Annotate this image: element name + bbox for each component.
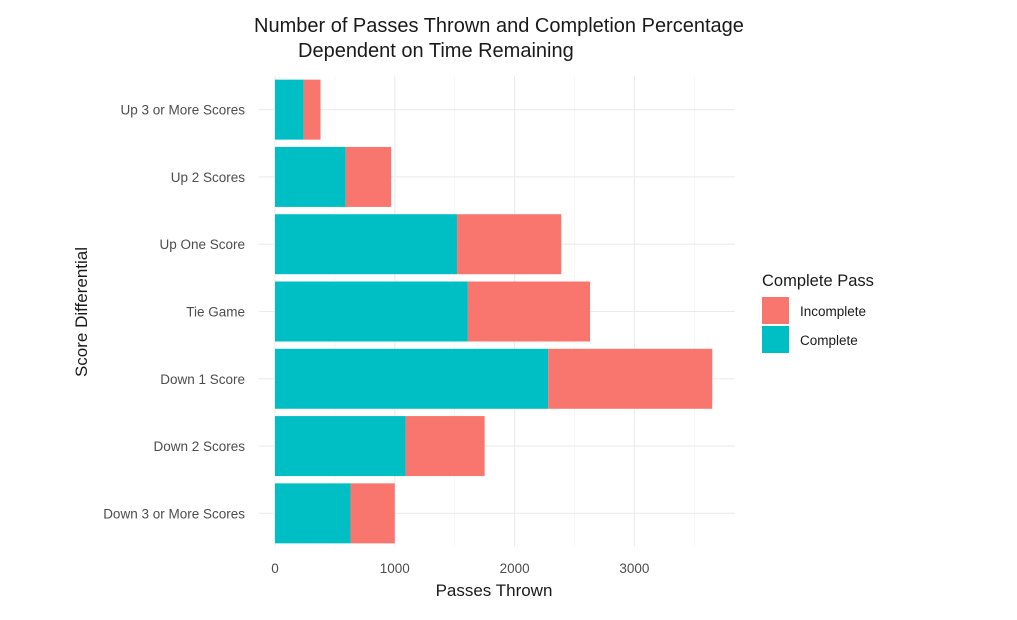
bar-complete-6: [275, 416, 406, 477]
chart-title-line-1: Number of Passes Thrown and Completion P…: [254, 15, 744, 37]
bar-incomplete-4: [467, 281, 591, 342]
legend-key-incomplete: [762, 297, 789, 324]
y-tick-label: Tie Game: [186, 305, 245, 320]
y-tick-label: Down 2 Scores: [153, 439, 245, 454]
y-tick-label: Up 3 or More Scores: [120, 103, 245, 118]
bar-incomplete-3: [457, 214, 562, 275]
chart-title-line-2: Dependent on Time Remaining: [298, 40, 574, 62]
x-axis-title: Passes Thrown: [436, 581, 553, 600]
legend-key-complete: [762, 326, 789, 353]
legend-title: Complete Pass: [762, 272, 874, 290]
bar-incomplete-2: [345, 146, 392, 207]
y-tick-label: Down 3 or More Scores: [103, 506, 245, 521]
bar-complete-2: [275, 146, 346, 207]
legend: Complete Pass Incomplete Complete: [762, 272, 874, 353]
bar-complete-3: [275, 214, 458, 275]
bar-incomplete-6: [405, 416, 485, 477]
y-axis-title: Score Differential: [72, 247, 91, 377]
bar-complete-4: [275, 281, 468, 342]
bar-complete-7: [275, 483, 351, 544]
legend-entries: Incomplete Complete: [762, 297, 866, 353]
legend-label-complete: Complete: [800, 333, 858, 348]
bar-complete-1: [275, 79, 304, 140]
x-tick-label: 0: [271, 561, 279, 576]
tick-layer: Up 3 or More Scores Up 2 Scores Up One Sco…: [103, 103, 649, 576]
legend-label-incomplete: Incomplete: [800, 304, 866, 319]
bar-layer: [275, 79, 713, 544]
bar-complete-5: [275, 348, 549, 409]
y-tick-label: Up One Score: [159, 237, 245, 252]
bar-incomplete-5: [548, 348, 713, 409]
x-tick-label: 1000: [380, 561, 410, 576]
y-tick-label: Up 2 Scores: [171, 170, 246, 185]
bar-incomplete-7: [350, 483, 395, 544]
x-tick-label: 3000: [619, 561, 649, 576]
x-tick-label: 2000: [500, 561, 530, 576]
bar-incomplete-1: [303, 79, 321, 140]
y-tick-label: Down 1 Score: [160, 372, 245, 387]
